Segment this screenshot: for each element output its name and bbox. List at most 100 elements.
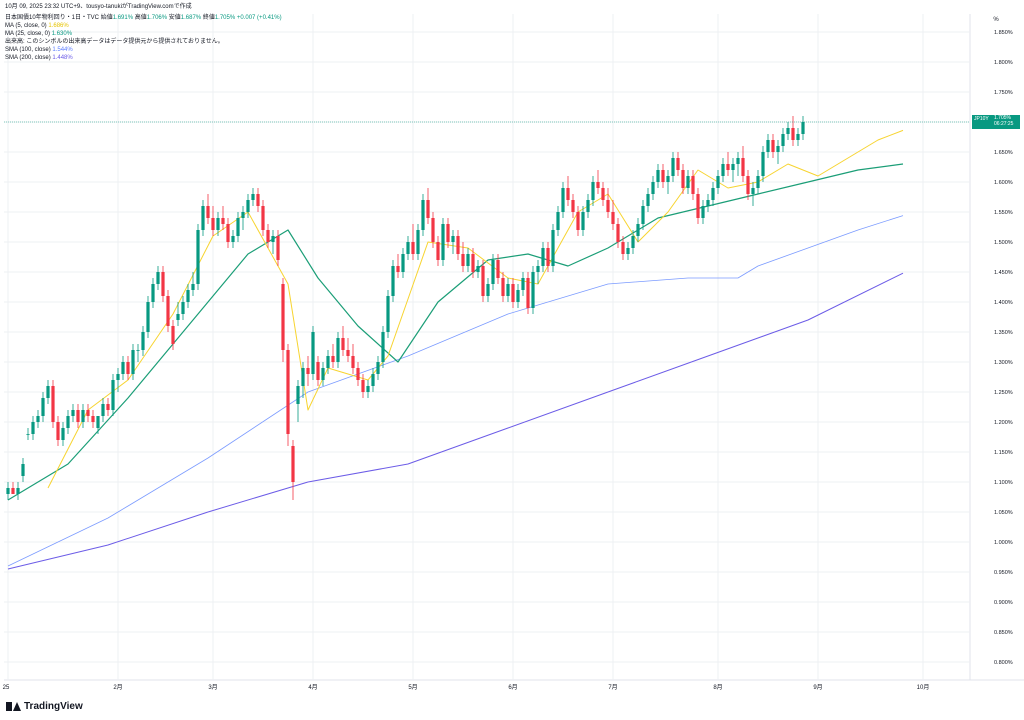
candle-body <box>146 302 150 332</box>
candle-body <box>781 134 785 146</box>
price-axis[interactable]: % 0.800% 0.850% 0.900% 0.950% 1.000% 1.050% 1.1… <box>993 17 1012 666</box>
candle <box>331 344 335 368</box>
candle <box>781 128 785 152</box>
high-value: 1.706% <box>146 15 168 21</box>
candle <box>136 344 140 362</box>
candle <box>451 230 455 254</box>
candle-body <box>186 290 190 302</box>
candle <box>476 260 480 278</box>
candle-body <box>476 266 480 272</box>
candle-body <box>96 416 100 428</box>
candle-body <box>801 122 805 134</box>
x-tick-label: 4月 <box>308 684 317 691</box>
candle <box>191 272 195 296</box>
sma200-legend[interactable]: SMA (200, close) 1.448% <box>5 54 73 62</box>
candle <box>491 254 495 290</box>
candle <box>46 380 50 404</box>
candle-body <box>621 242 625 254</box>
candle-body <box>311 332 315 374</box>
candle-body <box>536 266 540 272</box>
candle-body <box>301 368 305 386</box>
candle <box>586 194 590 218</box>
candle <box>81 404 85 428</box>
candle <box>731 158 735 182</box>
candle-body <box>701 206 705 218</box>
candle <box>796 128 800 146</box>
candle <box>461 242 465 272</box>
ma5-legend[interactable]: MA (5, close, 0) 1.686% <box>5 22 69 30</box>
candle-body <box>31 422 35 434</box>
candle-body <box>271 236 275 242</box>
candle-body <box>246 200 250 212</box>
sma100-legend[interactable]: SMA (100, close) 1.544% <box>5 46 73 54</box>
candle-body <box>671 158 675 176</box>
candle <box>631 230 635 254</box>
candle-body <box>646 194 650 206</box>
candle <box>36 410 40 428</box>
candle-body <box>436 242 440 260</box>
candle <box>311 326 315 380</box>
tradingview-logo[interactable]: TradingView <box>6 701 83 712</box>
candle-body <box>411 242 415 254</box>
candle-body <box>686 176 690 188</box>
candle-body <box>276 236 280 260</box>
candle <box>291 440 295 500</box>
candle-body <box>456 236 460 254</box>
candle <box>266 224 270 248</box>
candle-body <box>576 212 580 230</box>
ma25-legend[interactable]: MA (25, close, 0) 1.630% <box>5 30 72 38</box>
sma200-label: SMA (200, close) <box>5 55 51 61</box>
candle <box>226 218 230 248</box>
candle-body <box>726 164 730 170</box>
candle <box>516 284 520 308</box>
candle <box>486 278 490 302</box>
candle <box>571 194 575 218</box>
candle <box>26 428 30 440</box>
symbol-name: 日本国債10年物利回り・1日・TVC <box>5 15 100 21</box>
candle-body <box>371 374 375 386</box>
candle <box>76 404 80 428</box>
candle <box>361 374 365 398</box>
candle-body <box>91 416 95 422</box>
ma25-line <box>7 163 904 501</box>
candle <box>496 254 500 284</box>
y-tick-label: 1.600% <box>994 180 1013 186</box>
candle-body <box>126 362 130 374</box>
time-axis[interactable]: 25 2月 3月 4月 5月 6月 7月 8月 9月 10月 <box>3 684 930 691</box>
candle-body <box>206 206 210 218</box>
candle <box>671 152 675 182</box>
sma100-value: 1.544% <box>52 47 73 53</box>
candle <box>86 404 90 422</box>
candle <box>681 164 685 194</box>
candle-body <box>696 194 700 218</box>
x-tick-label: 25 <box>3 685 10 691</box>
candle <box>246 194 250 218</box>
candle <box>716 170 720 194</box>
candle <box>71 404 75 422</box>
candle <box>161 266 165 302</box>
y-tick-label: 1.300% <box>994 360 1013 366</box>
candle <box>106 398 110 416</box>
candle-body <box>431 218 435 242</box>
candle <box>521 272 525 296</box>
candle <box>416 224 420 260</box>
y-tick-label: 1.050% <box>994 510 1013 516</box>
candle-body <box>491 260 495 284</box>
candle <box>186 284 190 308</box>
candle <box>721 158 725 182</box>
candle <box>346 338 350 362</box>
candle-body <box>446 224 450 242</box>
candle <box>551 224 555 272</box>
high-label: 高値 <box>134 15 147 21</box>
candle-body <box>681 170 685 188</box>
candle-body <box>376 362 380 374</box>
candle <box>316 356 320 386</box>
candle <box>401 248 405 278</box>
candle <box>156 266 160 290</box>
ma5-value: 1.686% <box>48 23 69 29</box>
candle <box>801 116 805 140</box>
candle-body <box>291 446 295 482</box>
candle-body <box>296 386 300 404</box>
candle-body <box>626 248 630 254</box>
